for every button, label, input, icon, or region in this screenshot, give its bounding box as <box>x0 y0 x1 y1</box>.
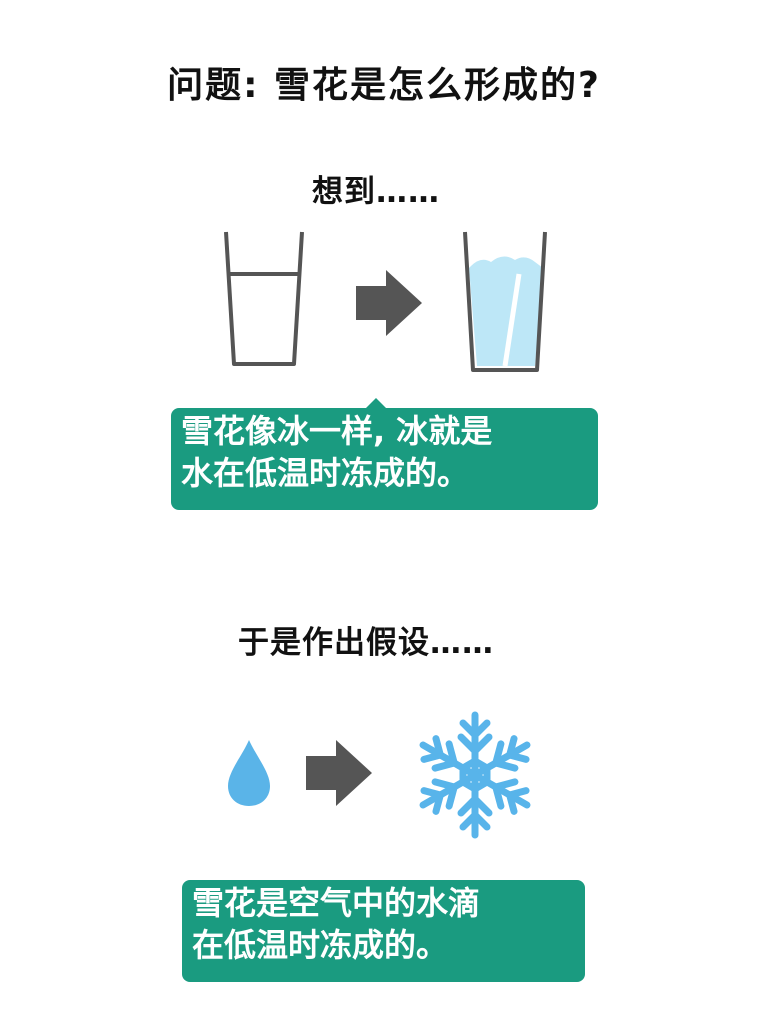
bubble-tail <box>366 398 386 408</box>
right-arrow-icon <box>306 740 372 806</box>
section1-bubble-line1: 雪花像冰一样, 冰就是 <box>181 412 493 450</box>
section1-bubble: 雪花像冰一样, 冰就是 水在低温时冻成的。 <box>171 398 598 510</box>
snowflake-icon <box>419 711 531 839</box>
section2-bubble-line2: 在低温时冻成的。 <box>192 926 449 964</box>
section2-bubble: 雪花是空气中的水滴 在低温时冻成的。 <box>182 880 585 982</box>
ice-glass-icon <box>463 231 547 372</box>
section1-bubble-line2: 水在低温时冻成的。 <box>181 454 470 492</box>
section2-bubble-line1: 雪花是空气中的水滴 <box>192 884 481 922</box>
section1-heading: 想到…… <box>312 174 440 210</box>
right-arrow-icon <box>356 270 422 336</box>
water-glass-icon <box>224 231 304 366</box>
page-title: 问题: 雪花是怎么形成的? <box>167 65 601 106</box>
section2-heading: 于是作出假设…… <box>238 625 494 661</box>
water-droplet-icon <box>228 740 270 806</box>
